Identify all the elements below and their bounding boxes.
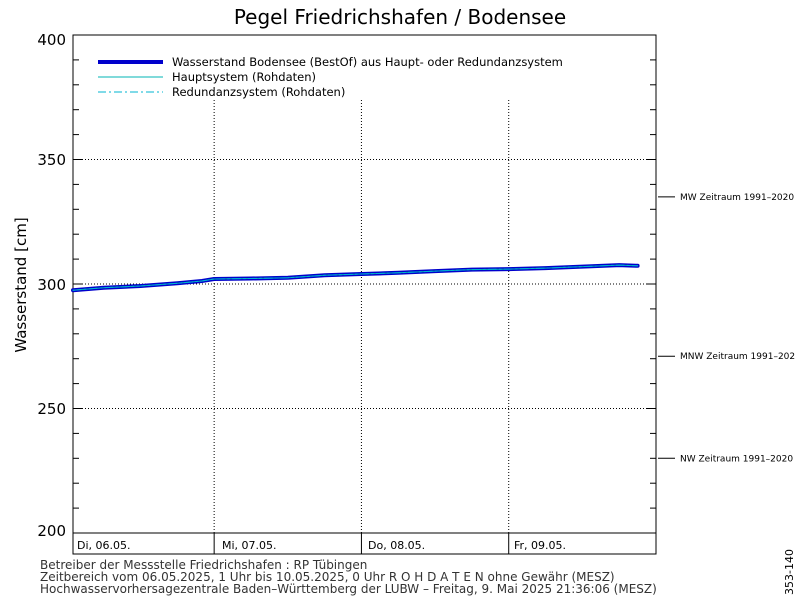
- x-axis-band: [72, 532, 657, 555]
- footer: Betreiber der Messstelle Friedrichshafen…: [40, 558, 657, 596]
- legend: Wasserstand Bodensee (BestOf) aus Haupt-…: [98, 55, 563, 99]
- x-day-label-fri: Fr, 09.05.: [514, 539, 566, 552]
- series-line-2: [72, 264, 639, 291]
- y-axis-label: Wasserstand [cm]: [12, 217, 30, 352]
- x-axis-day-separators: [213, 533, 510, 554]
- y-tick-label-200: 200: [37, 522, 66, 540]
- x-day-label-thu: Do, 08.05.: [368, 539, 425, 552]
- legend-label-hauptsystem: Hauptsystem (Rohdaten): [172, 70, 316, 84]
- y-tick-labels: 400 350 300 250 200: [37, 31, 66, 540]
- footer-publisher: Hochwasservorhersagezentrale Baden–Württ…: [40, 582, 657, 596]
- series-line-0: [71, 263, 640, 293]
- x-day-labels: Di, 06.05. Mi, 07.05. Do, 08.05. Fr, 09.…: [77, 539, 566, 552]
- footer-operator: Betreiber der Messstelle Friedrichshafen…: [40, 558, 367, 572]
- y-tick-label-400: 400: [37, 31, 66, 49]
- x-day-label-wed: Mi, 07.05.: [222, 539, 277, 552]
- station-id: 353-140: [783, 549, 796, 595]
- y-tick-label-300: 300: [37, 276, 66, 294]
- reference-label-1: MNW Zeitraum 1991–202: [680, 352, 795, 362]
- x-axis-band-frame: [72, 532, 657, 555]
- chart-title: Pegel Friedrichshafen / Bodensee: [234, 5, 566, 29]
- x-day-label-tue: Di, 06.05.: [77, 539, 131, 552]
- data-series: [71, 263, 640, 293]
- y-tick-label-250: 250: [37, 400, 66, 418]
- reference-label-2: NW Zeitraum 1991–2020: [680, 454, 793, 464]
- reference-markers: MW Zeitraum 1991–2020 MNW Zeitraum 1991–2…: [658, 193, 795, 464]
- y-tick-label-350: 350: [37, 151, 66, 169]
- grid-lines: [73, 59, 656, 533]
- reference-label-0: MW Zeitraum 1991–2020: [680, 193, 794, 203]
- legend-label-bestof: Wasserstand Bodensee (BestOf) aus Haupt-…: [172, 55, 563, 69]
- footer-time-range: Zeitbereich vom 06.05.2025, 1 Uhr bis 10…: [40, 570, 615, 584]
- legend-label-redundanzsystem: Redundanzsystem (Rohdaten): [172, 85, 345, 99]
